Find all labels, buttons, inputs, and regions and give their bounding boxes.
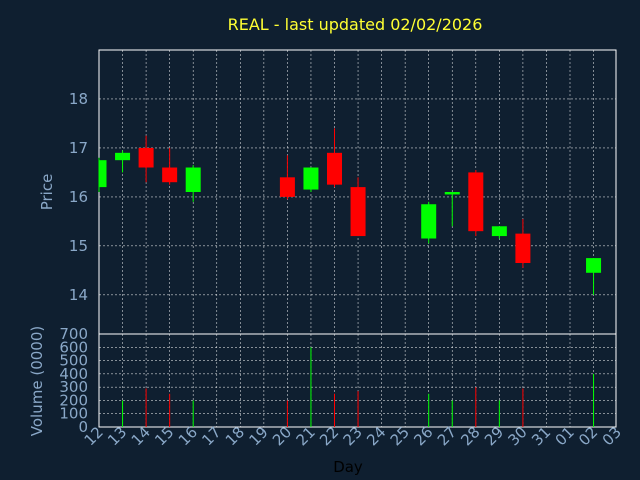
price-tick-label: 17 [69,139,88,157]
candle-body [138,147,154,168]
candle-body [586,258,602,273]
candle-body [515,233,531,263]
price-tick-label: 15 [69,237,88,255]
candle-body [279,177,295,197]
candle-body [350,187,366,237]
volume-axis-label: Volume (0000) [28,326,46,436]
volume-tick-label: 100 [59,405,88,423]
candle-body [115,152,131,161]
price-tick-label: 14 [69,286,88,304]
price-tick-label: 18 [69,90,88,108]
volume-tick-label: 600 [59,338,88,356]
candle-body [468,172,484,232]
volume-tick-label: 700 [59,325,88,343]
candle-body [185,167,201,192]
volume-panel-border [98,333,617,428]
candle-body [327,152,342,185]
volume-tick-label: 200 [59,391,88,409]
x-ticks: 1213141516171819202122232425262728293031… [81,423,625,449]
volume-tick-label: 300 [59,378,88,396]
candle-body [491,226,507,237]
candle-body [99,160,107,188]
volume-plot-area [122,347,595,427]
candle-body [303,167,319,190]
price-y-ticks: 14 15 16 17 18 [69,90,88,304]
price-tick-label: 16 [69,188,88,206]
price-plot-area [98,128,602,295]
x-axis-label: Day [333,458,363,476]
candle-body [421,204,437,239]
price-axis-label: Price [38,174,56,211]
volume-tick-label: 400 [59,365,88,383]
volume-tick-label: 0 [78,418,88,436]
volume-tick-label: 500 [59,352,88,370]
candle-body [162,167,178,183]
chart-title: REAL - last updated 02/02/2026 [228,15,483,34]
candle-body [444,192,460,195]
